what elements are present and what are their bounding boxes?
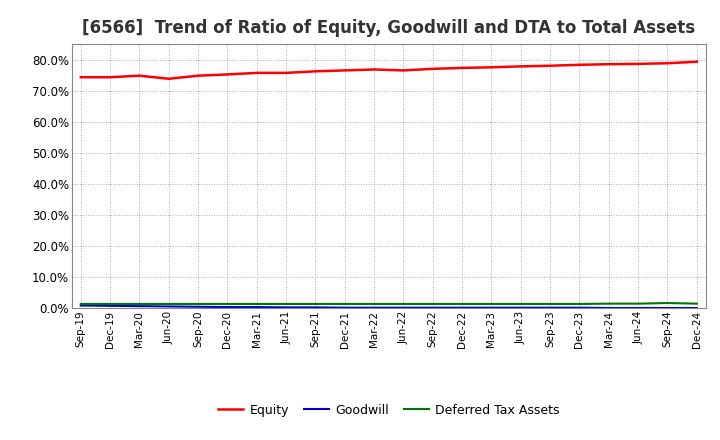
Deferred Tax Assets: [106, 301, 114, 307]
Equity: [428, 66, 437, 71]
Goodwill: [253, 304, 261, 310]
Deferred Tax Assets: [428, 301, 437, 307]
Goodwill: [76, 303, 85, 308]
Equity: [164, 76, 173, 81]
Deferred Tax Assets: [399, 301, 408, 307]
Goodwill: [194, 304, 202, 309]
Equity: [487, 65, 496, 70]
Goodwill: [487, 305, 496, 310]
Equity: [253, 70, 261, 76]
Deferred Tax Assets: [282, 301, 290, 307]
Goodwill: [575, 305, 584, 310]
Equity: [76, 75, 85, 80]
Deferred Tax Assets: [253, 301, 261, 307]
Goodwill: [341, 305, 349, 310]
Deferred Tax Assets: [458, 301, 467, 307]
Goodwill: [370, 305, 379, 310]
Deferred Tax Assets: [135, 301, 144, 307]
Equity: [370, 67, 379, 72]
Equity: [223, 72, 232, 77]
Deferred Tax Assets: [223, 301, 232, 307]
Equity: [106, 75, 114, 80]
Goodwill: [282, 305, 290, 310]
Equity: [282, 70, 290, 76]
Goodwill: [106, 303, 114, 308]
Goodwill: [311, 305, 320, 310]
Equity: [311, 69, 320, 74]
Goodwill: [693, 305, 701, 311]
Goodwill: [663, 305, 672, 311]
Legend: Equity, Goodwill, Deferred Tax Assets: Equity, Goodwill, Deferred Tax Assets: [213, 399, 564, 422]
Deferred Tax Assets: [76, 301, 85, 307]
Goodwill: [428, 305, 437, 310]
Goodwill: [164, 304, 173, 309]
Deferred Tax Assets: [693, 301, 701, 306]
Deferred Tax Assets: [605, 301, 613, 306]
Goodwill: [546, 305, 554, 310]
Equity: [663, 61, 672, 66]
Deferred Tax Assets: [575, 301, 584, 307]
Equity: [575, 62, 584, 67]
Equity: [634, 61, 642, 66]
Goodwill: [605, 305, 613, 311]
Line: Deferred Tax Assets: Deferred Tax Assets: [81, 303, 697, 304]
Equity: [605, 62, 613, 67]
Goodwill: [223, 304, 232, 310]
Equity: [458, 65, 467, 70]
Equity: [399, 68, 408, 73]
Deferred Tax Assets: [487, 301, 496, 307]
Deferred Tax Assets: [516, 301, 525, 307]
Equity: [341, 68, 349, 73]
Goodwill: [135, 304, 144, 309]
Deferred Tax Assets: [634, 301, 642, 306]
Equity: [516, 64, 525, 69]
Equity: [135, 73, 144, 78]
Deferred Tax Assets: [341, 301, 349, 307]
Deferred Tax Assets: [311, 301, 320, 307]
Equity: [693, 59, 701, 64]
Deferred Tax Assets: [370, 301, 379, 307]
Goodwill: [634, 305, 642, 311]
Equity: [546, 63, 554, 68]
Deferred Tax Assets: [663, 301, 672, 306]
Deferred Tax Assets: [194, 301, 202, 307]
Title: [6566]  Trend of Ratio of Equity, Goodwill and DTA to Total Assets: [6566] Trend of Ratio of Equity, Goodwil…: [82, 19, 696, 37]
Line: Goodwill: Goodwill: [81, 305, 697, 308]
Deferred Tax Assets: [546, 301, 554, 307]
Line: Equity: Equity: [81, 62, 697, 79]
Deferred Tax Assets: [164, 301, 173, 307]
Goodwill: [458, 305, 467, 310]
Equity: [194, 73, 202, 78]
Goodwill: [516, 305, 525, 310]
Goodwill: [399, 305, 408, 310]
